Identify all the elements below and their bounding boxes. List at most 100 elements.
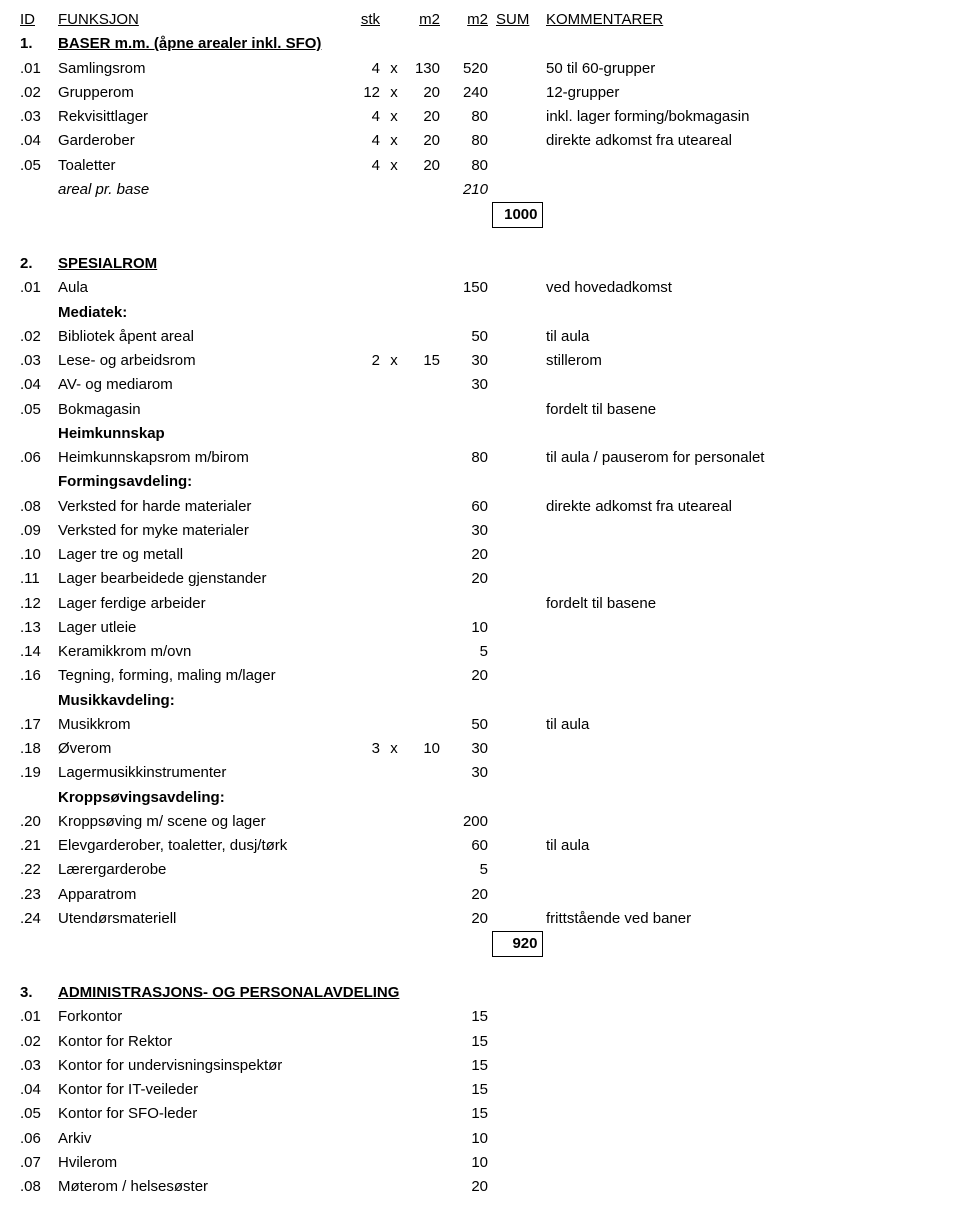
cell-sum <box>492 276 542 300</box>
cell-x: x <box>384 81 404 105</box>
cell-sum <box>492 1078 542 1102</box>
cell-id: .12 <box>16 592 54 616</box>
cell-m2b: 20 <box>444 567 492 591</box>
cell-stk <box>354 786 384 810</box>
cell-comment <box>542 689 944 713</box>
cell-m2a <box>404 858 444 882</box>
cell-func: Verksted for harde materialer <box>54 495 354 519</box>
cell-comment: til aula <box>542 713 944 737</box>
cell-sum <box>492 325 542 349</box>
table-row: areal pr. base210 <box>16 178 944 202</box>
table-row: .01Samlingsrom4x13052050 til 60-grupper <box>16 57 944 81</box>
cell-sum <box>492 373 542 397</box>
cell-m2a <box>404 276 444 300</box>
cell-sum <box>492 786 542 810</box>
cell-comment <box>542 543 944 567</box>
cell-comment: 12-grupper <box>542 81 944 105</box>
table-row: .05Toaletter4x2080 <box>16 154 944 178</box>
cell-m2a <box>404 786 444 810</box>
cell-func: Verksted for myke materialer <box>54 519 354 543</box>
cell-id: .03 <box>16 1054 54 1078</box>
cell-m2b: 60 <box>444 495 492 519</box>
cell-m2b: 30 <box>444 349 492 373</box>
cell-comment <box>542 640 944 664</box>
cell-stk <box>354 325 384 349</box>
cell-m2a: 130 <box>404 57 444 81</box>
cell-m2a <box>404 713 444 737</box>
cell-x <box>384 1005 404 1029</box>
cell-func: Kroppsøvingsavdeling: <box>54 786 354 810</box>
cell-m2a <box>404 1127 444 1151</box>
section-heading-row: 1.BASER m.m. (åpne arealer inkl. SFO) <box>16 32 944 56</box>
table-row: .04Garderober4x2080direkte adkomst fra u… <box>16 129 944 153</box>
cell-stk: 4 <box>354 105 384 129</box>
cell-id: .05 <box>16 154 54 178</box>
cell-m2a <box>404 640 444 664</box>
section-sum: 1000 <box>492 202 542 227</box>
cell-stk <box>354 858 384 882</box>
cell-x <box>384 883 404 907</box>
cell-id: .02 <box>16 1030 54 1054</box>
cell-x <box>384 470 404 494</box>
hdr-m2a: m2 <box>404 8 444 32</box>
cell-sum <box>492 422 542 446</box>
hdr-id: ID <box>16 8 54 32</box>
cell-stk <box>354 301 384 325</box>
cell-comment <box>542 858 944 882</box>
table-row: .13Lager utleie10 <box>16 616 944 640</box>
cell-m2b <box>444 301 492 325</box>
cell-comment <box>542 761 944 785</box>
cell-x: x <box>384 129 404 153</box>
cell-func: Lager bearbeidede gjenstander <box>54 567 354 591</box>
cell-m2a <box>404 1005 444 1029</box>
cell-id: .19 <box>16 761 54 785</box>
table-row: .02Bibliotek åpent areal50til aula <box>16 325 944 349</box>
cell-x <box>384 1175 404 1199</box>
cell-m2b: 30 <box>444 737 492 761</box>
cell-comment <box>542 1102 944 1126</box>
cell-sum <box>492 81 542 105</box>
table-header-row: IDFUNKSJONstkm2m2SUMKOMMENTARER <box>16 8 944 32</box>
cell-x <box>384 810 404 834</box>
cell-x <box>384 907 404 931</box>
cell-id: .23 <box>16 883 54 907</box>
cell-comment: til aula / pauserom for personalet <box>542 446 944 470</box>
cell-sum <box>492 1102 542 1126</box>
cell-func: Tegning, forming, maling m/lager <box>54 664 354 688</box>
section-number: 3. <box>16 981 54 1005</box>
cell-m2b: 80 <box>444 446 492 470</box>
cell-sum <box>492 470 542 494</box>
cell-id: .13 <box>16 616 54 640</box>
cell-m2b <box>444 470 492 494</box>
cell-stk <box>354 664 384 688</box>
cell-func: Lager tre og metall <box>54 543 354 567</box>
cell-m2a <box>404 1054 444 1078</box>
cell-m2b: 10 <box>444 616 492 640</box>
section-title: ADMINISTRASJONS- OG PERSONALAVDELING <box>54 981 944 1005</box>
cell-m2b: 5 <box>444 858 492 882</box>
cell-id <box>16 689 54 713</box>
cell-m2a <box>404 178 444 202</box>
cell-m2a <box>404 301 444 325</box>
cell-x <box>384 786 404 810</box>
cell-sum <box>492 689 542 713</box>
cell-x: x <box>384 349 404 373</box>
cell-m2b: 50 <box>444 713 492 737</box>
cell-comment <box>542 422 944 446</box>
cell-m2b: 20 <box>444 907 492 931</box>
cell-m2b: 30 <box>444 519 492 543</box>
cell-m2a <box>404 543 444 567</box>
cell-id: .09 <box>16 519 54 543</box>
cell-x <box>384 325 404 349</box>
cell-m2b: 5 <box>444 640 492 664</box>
table-row: .09Verksted for myke materialer 30 <box>16 519 944 543</box>
table-row: Musikkavdeling: <box>16 689 944 713</box>
cell-x: x <box>384 737 404 761</box>
section-sum-row: 920 <box>16 931 944 956</box>
cell-m2b: 10 <box>444 1151 492 1175</box>
cell-x <box>384 1127 404 1151</box>
cell-func: Mediatek: <box>54 301 354 325</box>
cell-id: .14 <box>16 640 54 664</box>
table-row: .08Verksted for harde materialer60direkt… <box>16 495 944 519</box>
cell-m2b: 15 <box>444 1054 492 1078</box>
